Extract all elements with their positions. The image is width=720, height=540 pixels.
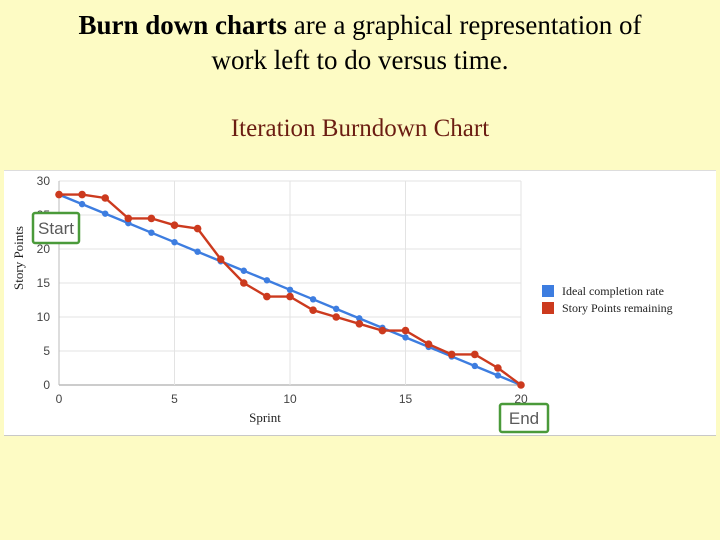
slide-headline: Burn down charts are a graphical represe…: [0, 8, 720, 78]
x-tick-label: 15: [399, 392, 413, 406]
data-point: [240, 267, 247, 274]
data-point: [101, 194, 109, 202]
data-point: [78, 200, 86, 208]
data-point: [309, 306, 317, 315]
data-point: [171, 239, 178, 246]
data-point: [216, 255, 225, 263]
data-point: [402, 334, 409, 341]
data-point: [286, 286, 294, 293]
data-point: [332, 313, 341, 321]
legend-label: Story Points remaining: [562, 301, 673, 315]
end-callout-box: [498, 402, 550, 434]
data-point: [401, 326, 410, 335]
data-point: [240, 279, 248, 287]
data-point: [471, 362, 478, 370]
data-point: [102, 210, 109, 217]
data-point: [78, 190, 86, 199]
data-point: [356, 315, 363, 322]
data-point: [447, 350, 456, 359]
data-point: [124, 214, 133, 223]
data-point: [333, 305, 340, 313]
data-point: [355, 320, 364, 328]
x-tick-label: 20: [514, 392, 528, 406]
y-tick-label: 10: [37, 310, 51, 324]
data-point: [424, 340, 433, 349]
data-point: [494, 372, 502, 379]
data-point: [378, 326, 387, 335]
legend-label: Ideal completion rate: [562, 284, 664, 298]
data-point: [147, 214, 156, 223]
y-tick-label: 30: [37, 174, 51, 188]
data-point: [263, 277, 271, 284]
data-point: [517, 381, 525, 389]
legend-swatch: [542, 302, 554, 314]
data-point: [170, 221, 179, 229]
headline-bold-term: Burn down charts: [78, 10, 287, 40]
x-tick-label: 5: [171, 392, 178, 406]
y-tick-label: 20: [37, 242, 51, 256]
y-axis-label: Story Points: [11, 226, 26, 290]
legend-swatch: [542, 285, 554, 297]
headline-line-2: work left to do versus time.: [211, 45, 509, 75]
start-callout-box: [31, 211, 81, 245]
data-point: [494, 364, 502, 372]
x-tick-label: 10: [283, 392, 297, 406]
x-axis-label: Sprint: [249, 410, 281, 425]
data-point: [263, 292, 271, 301]
data-point: [148, 229, 155, 236]
headline-line-1: Burn down charts are a graphical represe…: [0, 8, 720, 43]
y-tick-label: 5: [43, 344, 50, 358]
data-point: [471, 350, 479, 359]
y-tick-label: 15: [37, 276, 51, 290]
start-callout-label: Start: [38, 219, 74, 238]
data-point: [194, 248, 201, 255]
data-point: [286, 292, 294, 301]
chart-title: Iteration Burndown Chart: [230, 115, 490, 142]
data-point: [309, 296, 317, 303]
headline-rest: are a graphical representation of: [286, 10, 642, 40]
data-point: [55, 190, 63, 199]
data-point: [193, 224, 202, 233]
x-tick-label: 0: [56, 392, 63, 406]
end-callout-label: End: [509, 409, 539, 428]
y-tick-label: 0: [43, 378, 50, 392]
